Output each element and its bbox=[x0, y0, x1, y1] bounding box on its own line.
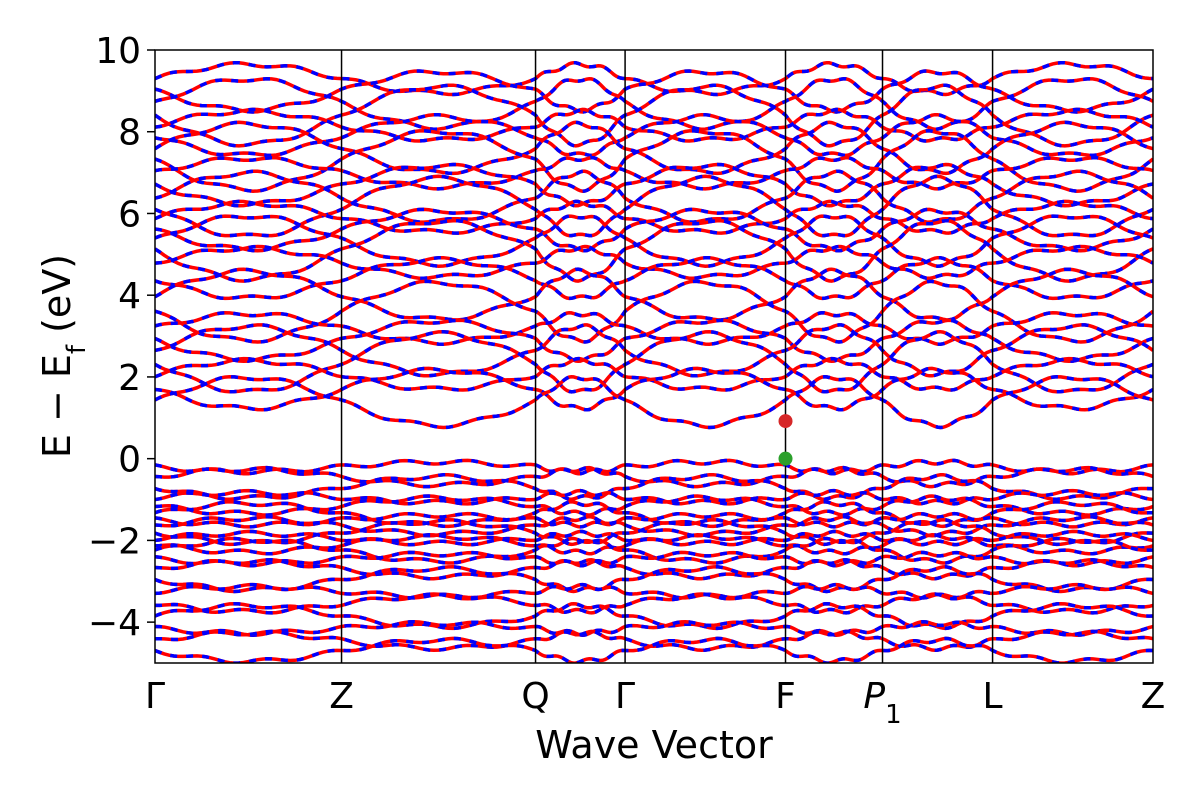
x-tick-label: L bbox=[983, 676, 1003, 717]
band-line-overlay bbox=[155, 323, 1153, 378]
x-tick-label: Z bbox=[1141, 676, 1166, 717]
x-tick-label-sub: 1 bbox=[885, 700, 902, 730]
band-line-overlay bbox=[155, 83, 1153, 148]
band-line-overlay bbox=[155, 267, 1153, 322]
x-tick-label-main: Z bbox=[329, 676, 354, 717]
plot-frame bbox=[154, 49, 1154, 664]
band-line-overlay bbox=[155, 112, 1153, 158]
band-line-overlay bbox=[155, 565, 1153, 594]
y-tick-label: 0 bbox=[118, 440, 141, 481]
band-line-overlay bbox=[155, 218, 1153, 283]
x-tick-label: Γ bbox=[615, 676, 635, 717]
band-line-overlay bbox=[155, 155, 1153, 191]
band-line-overlay bbox=[155, 120, 1153, 176]
band-line-overlay bbox=[155, 366, 1153, 412]
x-tick-label-main: L bbox=[983, 676, 1003, 717]
band-line bbox=[155, 174, 1153, 238]
band-line bbox=[155, 329, 1153, 394]
x-tick-label: Γ bbox=[145, 676, 165, 717]
band-line-overlay bbox=[155, 517, 1153, 547]
x-tick-label-main: Q bbox=[521, 676, 549, 717]
band-line-overlay bbox=[155, 77, 1153, 131]
band-line-overlay bbox=[155, 375, 1153, 430]
band-line-overlay bbox=[155, 465, 1153, 489]
y-tick-label: 8 bbox=[118, 113, 141, 154]
y-axis-label-main: E − E bbox=[35, 354, 79, 458]
y-axis-label-unit: (eV) bbox=[35, 254, 79, 345]
band-line-overlay bbox=[155, 511, 1153, 529]
y-tick-label: −2 bbox=[88, 521, 141, 562]
band-line-overlay bbox=[155, 500, 1153, 529]
x-tick-label-main: Γ bbox=[615, 676, 635, 717]
vbm-marker bbox=[778, 451, 793, 466]
band-line-overlay bbox=[155, 318, 1153, 364]
x-tick-label-main: F bbox=[775, 676, 796, 717]
band-line-overlay bbox=[155, 472, 1153, 502]
y-tick-label: −4 bbox=[88, 603, 141, 644]
band-line-overlay bbox=[155, 558, 1153, 581]
x-tick-label: P1 bbox=[863, 676, 901, 730]
band-line-overlay bbox=[155, 214, 1153, 268]
x-tick-label: F bbox=[775, 676, 796, 717]
band-line-overlay bbox=[155, 69, 1153, 114]
band-line-overlay bbox=[155, 199, 1153, 235]
band-edge-markers bbox=[778, 414, 793, 466]
band-line-overlay bbox=[155, 107, 1153, 143]
high-symmetry-lines bbox=[340, 50, 994, 663]
y-tick-label: 2 bbox=[118, 358, 141, 399]
y-axis-label-sub: f bbox=[62, 344, 92, 354]
band-line-overlay bbox=[155, 60, 1153, 97]
band-line-overlay bbox=[155, 592, 1153, 615]
y-tick-label: 6 bbox=[118, 194, 141, 235]
x-tick-label-main: Γ bbox=[145, 676, 165, 717]
band-line-overlay bbox=[155, 533, 1153, 556]
band-line-overlay bbox=[155, 458, 1153, 476]
band-line-overlay bbox=[155, 536, 1153, 565]
band-lines bbox=[155, 60, 1153, 663]
band-line-overlay bbox=[155, 279, 1153, 344]
band-line-overlay bbox=[155, 162, 1153, 208]
y-axis-label: E − Ef (eV) bbox=[35, 254, 92, 458]
x-tick-label: Q bbox=[521, 676, 549, 717]
band-line-overlay bbox=[155, 619, 1153, 637]
x-tick-label-main: P bbox=[863, 676, 885, 717]
x-axis-label: Wave Vector bbox=[535, 723, 773, 767]
band-line-overlay bbox=[155, 129, 1153, 193]
cbm-marker bbox=[778, 414, 793, 429]
band-line-overlay bbox=[155, 636, 1153, 663]
band-line-overlay bbox=[155, 255, 1153, 301]
band-line-overlay bbox=[155, 169, 1153, 224]
y-tick-label: 10 bbox=[95, 31, 141, 72]
band-line-overlay bbox=[155, 629, 1153, 653]
x-axis-ticks: Γ Z Q Γ F P1 L Z bbox=[145, 676, 1165, 730]
x-tick-label: Z bbox=[329, 676, 354, 717]
y-tick-label: 4 bbox=[118, 276, 141, 317]
band-line-overlay bbox=[155, 494, 1153, 517]
x-tick-label-main: Z bbox=[1141, 676, 1166, 717]
band-line-overlay bbox=[155, 207, 1153, 253]
band-line-overlay bbox=[155, 550, 1153, 568]
y-axis-ticks: −4 −2 0 2 4 6 8 10 bbox=[88, 31, 155, 644]
band-line-overlay bbox=[155, 488, 1153, 506]
band-line-overlay bbox=[155, 311, 1153, 346]
